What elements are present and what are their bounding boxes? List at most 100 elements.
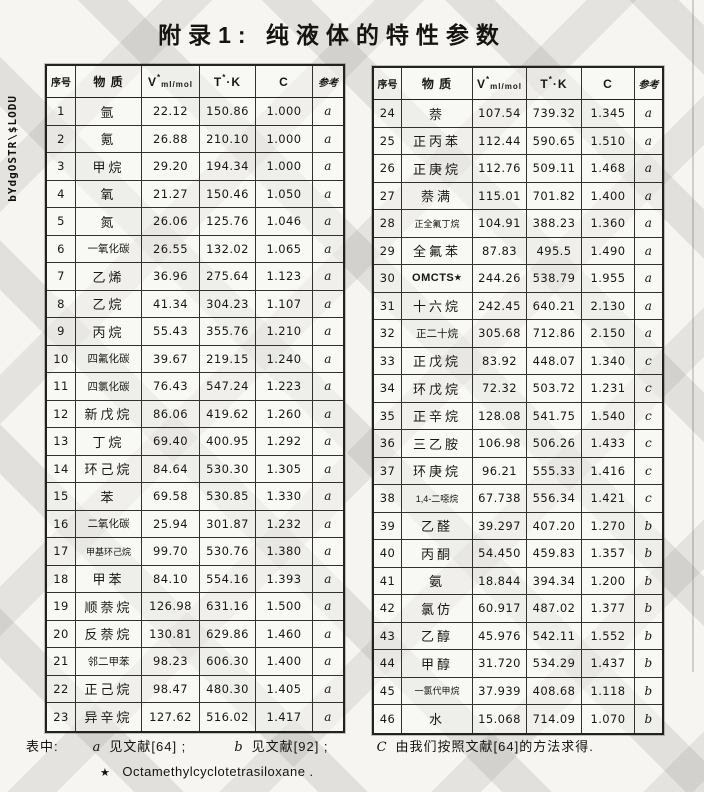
cell-index: 24: [374, 100, 402, 128]
cell-substance: 氪: [76, 125, 142, 153]
cell-c-value: 1.357: [582, 540, 635, 568]
cell-v-value: 98.23: [142, 648, 200, 676]
cell-t-value: 542.11: [527, 622, 582, 650]
cell-ref-value: c: [635, 348, 662, 375]
cell-index: 42: [374, 595, 402, 623]
cell-c-value: 1.345: [582, 100, 635, 128]
cell-v-value: 45.976: [473, 622, 527, 650]
cell-v-value: 127.62: [142, 703, 200, 731]
cell-ref-value: b: [635, 623, 662, 650]
cell-t-value: 530.30: [200, 455, 256, 483]
cell-substance: 乙烯: [76, 263, 142, 291]
cell-substance: 正丙苯: [402, 127, 473, 155]
cell-v-value: 104.91: [473, 210, 527, 238]
cell-t-value: 495.5: [527, 237, 582, 265]
cell-ref-value: a: [635, 155, 662, 183]
cell-substance: 1,4-二噁烷: [402, 485, 473, 513]
cell-index: 31: [374, 292, 402, 320]
cell-t-value: 219.15: [200, 345, 256, 373]
cell-ref-value: a: [635, 265, 662, 293]
cell-substance: 乙醇: [402, 622, 473, 650]
cell-substance: 正辛烷: [402, 402, 473, 430]
cell-substance: 环己烷: [76, 455, 142, 483]
cell-v-value: 21.27: [142, 180, 200, 208]
cell-ref-value: a: [635, 100, 662, 128]
cell-index: 44: [374, 650, 402, 678]
cell-v-value: 130.81: [142, 620, 200, 648]
cell-index: 28: [374, 210, 402, 238]
cell-ref-value: a: [313, 483, 343, 511]
cell-index: 39: [374, 512, 402, 540]
cell-v-value: 84.10: [142, 565, 200, 593]
column-header-ref: 参考: [635, 68, 662, 100]
properties-table-left: 序号物 质 V * ml/mol T * ·K C 参考 1 氩 22.12 150.86 1.000 a 2…: [45, 64, 345, 733]
cell-v-value: 15.068: [473, 705, 527, 733]
cell-t-value: 394.34: [527, 567, 582, 595]
cell-ref-value: a: [635, 210, 662, 238]
cell-c-value: 1.421: [582, 485, 635, 513]
cell-v-value: 67.738: [473, 485, 527, 513]
cell-v-value: 29.20: [142, 153, 200, 181]
cell-v-value: 25.94: [142, 510, 200, 538]
cell-index: 38: [374, 485, 402, 513]
footnote-text-b: 见文献[92] ;: [251, 739, 329, 754]
cell-c-value: 1.437: [582, 650, 635, 678]
cell-ref-value: a: [313, 181, 343, 208]
cell-substance: 氮: [76, 208, 142, 236]
cell-v-value: 72.32: [473, 375, 527, 403]
cell-substance: 新戊烷: [76, 400, 142, 428]
cell-ref-value: a: [635, 293, 662, 320]
cell-v-value: 112.76: [473, 155, 527, 183]
cell-c-value: 1.107: [256, 290, 313, 318]
cell-c-value: 1.070: [582, 705, 635, 733]
cell-t-value: 516.02: [200, 703, 256, 731]
cell-v-value: 39.67: [142, 345, 200, 373]
cell-index: 30: [374, 265, 402, 293]
cell-ref-value: b: [635, 650, 662, 678]
footnote-ref-c: C 由我们按照文献[64]的方法求得.: [377, 736, 594, 755]
cell-substance: 正二十烷: [402, 320, 473, 348]
cell-substance: 顺萘烷: [76, 593, 142, 621]
cell-t-value: 506.26: [527, 430, 582, 458]
cell-t-value: 388.23: [527, 210, 582, 238]
cell-index: 22: [47, 675, 76, 703]
cell-t-value: 407.20: [527, 512, 582, 540]
cell-ref-value: c: [635, 375, 662, 403]
footnote-star: ★ Octamethylcyclotetrasiloxane .: [100, 764, 314, 779]
cell-t-value: 530.76: [200, 538, 256, 566]
cell-c-value: 1.231: [582, 375, 635, 403]
cell-substance: 一氯代甲烷: [402, 677, 473, 705]
column-header-v: V * ml/mol: [142, 66, 200, 98]
cell-index: 4: [47, 180, 76, 208]
cell-c-value: 1.065: [256, 235, 313, 263]
cell-t-value: 194.34: [200, 153, 256, 181]
column-header-substance: 物 质: [402, 68, 473, 100]
cell-index: 5: [47, 208, 76, 236]
cell-c-value: 1.377: [582, 595, 635, 623]
cell-substance: 十六烷: [402, 292, 473, 320]
column-header-c: C: [256, 66, 313, 98]
cell-v-value: 96.21: [473, 457, 527, 485]
cell-ref-value: a: [313, 401, 343, 428]
page-title: 附录1: 纯液体的特性参数: [158, 22, 506, 48]
cell-v-value: 26.88: [142, 125, 200, 153]
cell-v-value: 84.64: [142, 455, 200, 483]
column-header-t: T * ·K: [200, 66, 256, 98]
cell-substance: 反萘烷: [76, 620, 142, 648]
cell-c-value: 1.270: [582, 512, 635, 540]
cell-t-value: 530.85: [200, 483, 256, 511]
cell-index: 23: [47, 703, 76, 731]
footnote-key-c: C: [376, 740, 388, 755]
cell-t-value: 355.76: [200, 318, 256, 346]
column-header-c: C: [582, 68, 635, 100]
cell-v-value: 37.939: [473, 677, 527, 705]
cell-v-value: 22.12: [142, 98, 200, 126]
cell-substance: 萘: [402, 100, 473, 128]
star-icon: ★: [100, 767, 111, 779]
cell-ref-value: b: [635, 568, 662, 595]
cell-index: 19: [47, 593, 76, 621]
column-header-substance: 物 质: [76, 66, 142, 98]
cell-substance: 邻二甲苯: [76, 648, 142, 676]
properties-table-right: 序号物 质 V * ml/mol T * ·K C 参考 24 萘 107.54 739.32 1.345…: [372, 66, 664, 735]
cell-t-value: 125.76: [200, 208, 256, 236]
